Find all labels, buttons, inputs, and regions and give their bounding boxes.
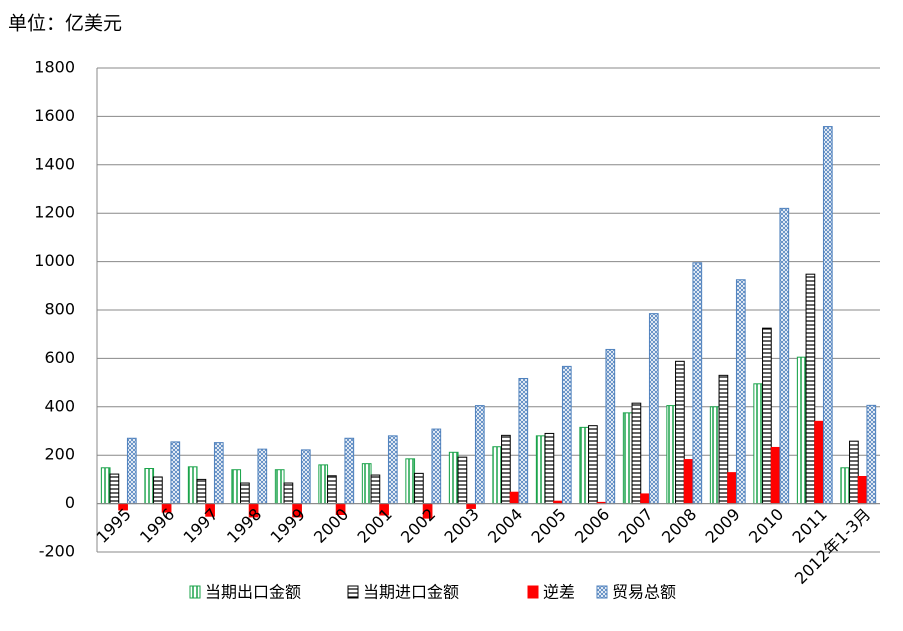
bar	[675, 360, 685, 505]
bar	[327, 475, 337, 505]
bar	[274, 469, 285, 505]
bar	[492, 446, 503, 505]
bar	[840, 467, 851, 505]
bar	[414, 472, 424, 505]
bar	[692, 262, 703, 505]
y-tick-label: 1800	[34, 58, 75, 77]
legend-swatch	[596, 585, 608, 599]
legend-label: 当期出口金额	[205, 583, 301, 602]
bar	[518, 377, 529, 505]
bar	[448, 451, 459, 505]
bar	[370, 474, 381, 505]
bar	[300, 449, 311, 505]
bar	[762, 327, 772, 505]
legend-swatch	[527, 585, 539, 599]
bar	[805, 273, 816, 505]
legend-label: 当期进口金额	[363, 583, 459, 602]
bar	[240, 482, 250, 505]
legend-swatch	[189, 585, 201, 599]
bar	[779, 207, 790, 505]
bar	[535, 435, 546, 505]
bar	[457, 456, 468, 505]
bar	[796, 356, 807, 505]
bar	[213, 442, 224, 505]
bar	[257, 448, 268, 505]
bar	[631, 402, 642, 505]
bar	[283, 482, 294, 505]
bar	[509, 491, 520, 505]
bar	[431, 428, 442, 505]
bar	[344, 437, 355, 505]
bar	[231, 469, 242, 505]
y-tick-label: -200	[39, 542, 75, 561]
bar	[170, 441, 181, 505]
bar	[605, 348, 616, 505]
legend-label: 贸易总额	[612, 583, 676, 602]
bar	[666, 405, 677, 505]
bar	[144, 468, 155, 505]
y-tick-label: 400	[44, 396, 75, 415]
unit-label: 单位：亿美元	[8, 13, 122, 35]
bar	[561, 365, 572, 505]
bar	[822, 126, 833, 505]
bar	[727, 472, 737, 505]
bar	[770, 446, 781, 505]
y-tick-label: 600	[44, 348, 75, 367]
y-tick-label: 1400	[34, 154, 75, 173]
bar	[361, 463, 372, 505]
bar	[709, 406, 720, 505]
bar	[579, 426, 590, 505]
bar	[501, 434, 511, 505]
bar	[126, 437, 137, 505]
bar	[405, 458, 416, 505]
y-tick-label: 0	[65, 493, 75, 512]
y-tick-label: 1000	[34, 251, 75, 270]
y-tick-label: 200	[44, 445, 75, 464]
bar	[814, 420, 824, 505]
bar	[866, 404, 877, 505]
bar	[387, 435, 398, 505]
bar	[849, 440, 859, 505]
bar	[588, 425, 598, 505]
bar	[735, 279, 746, 505]
y-tick-label: 800	[44, 300, 75, 319]
bar	[100, 467, 111, 505]
y-tick-label: 1600	[34, 106, 75, 125]
bar	[622, 412, 633, 505]
bar	[187, 466, 198, 505]
bar	[718, 374, 729, 505]
bar	[544, 432, 555, 505]
bar	[318, 464, 329, 505]
bar	[648, 313, 659, 505]
bar	[683, 459, 694, 505]
legend-label: 逆差	[543, 583, 575, 602]
bar	[153, 476, 163, 505]
bar	[857, 475, 868, 505]
bar	[753, 383, 764, 505]
bar	[196, 478, 207, 505]
bar	[109, 473, 120, 505]
y-tick-label: 1200	[34, 203, 75, 222]
bar	[474, 405, 485, 505]
bar	[640, 493, 650, 505]
legend-swatch	[347, 585, 359, 599]
